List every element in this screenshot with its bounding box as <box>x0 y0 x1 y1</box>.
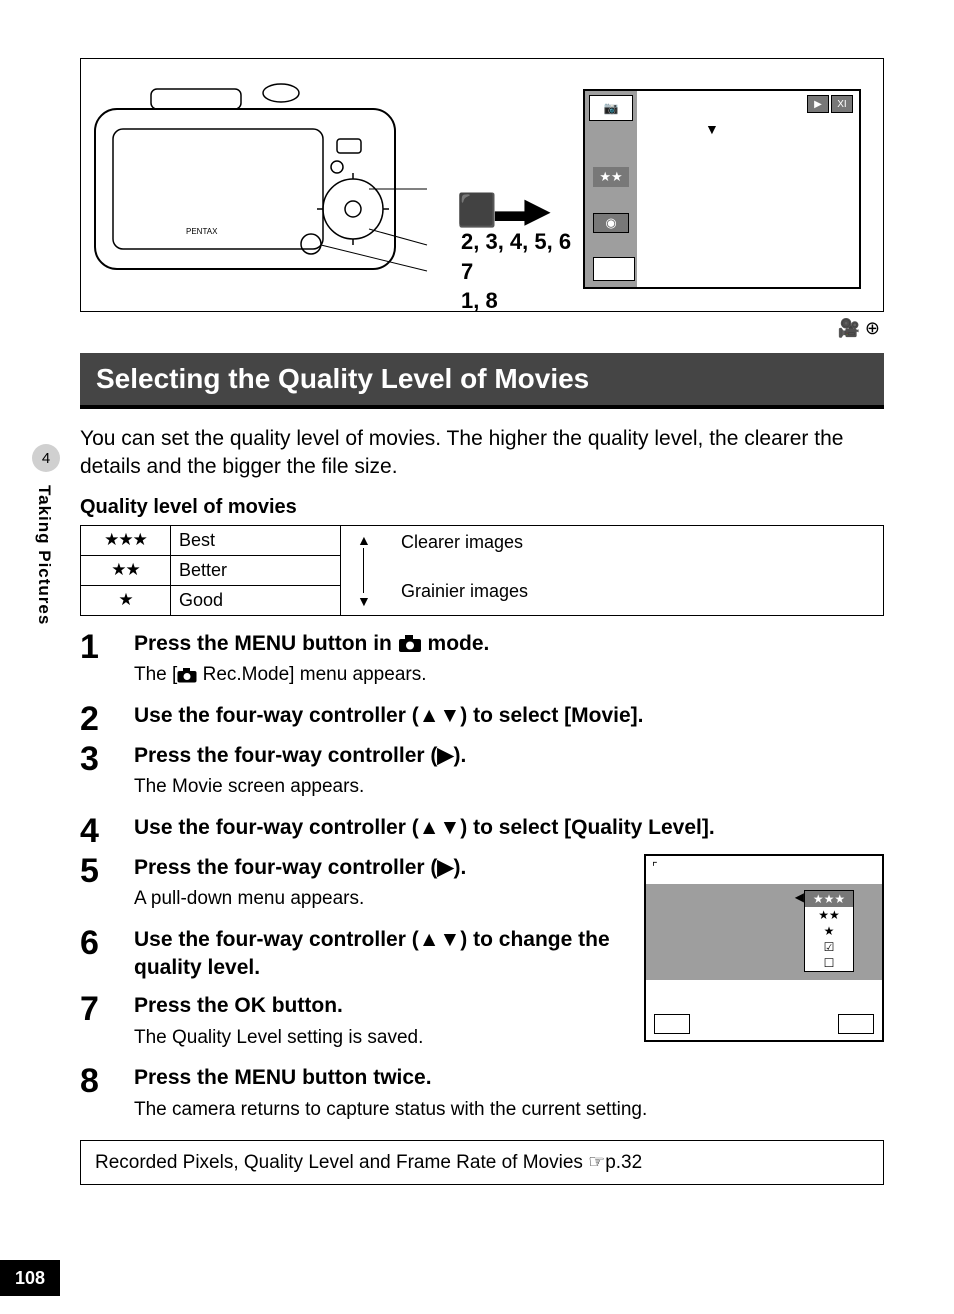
mode-icons: 🎥 ⊕ <box>80 318 884 339</box>
label-cell: Best <box>171 526 341 555</box>
left-arrow-icon: ◀ <box>795 890 804 904</box>
step-title: Press the OK button. <box>134 992 610 1020</box>
step-6: 6 Use the four-way controller (▲▼) to ch… <box>80 926 610 987</box>
step-5: 5 Press the four-way controller (▶). A p… <box>80 854 610 920</box>
dropdown-option: ☑ <box>805 939 853 955</box>
step-4: 4 Use the four-way controller (▲▼) to se… <box>80 814 884 848</box>
step-title: Press the MENU button in mode. <box>134 630 884 658</box>
step-title: Press the four-way controller (▶). <box>134 742 884 770</box>
stars-cell: ★★★ <box>81 526 171 555</box>
step-title: Press the four-way controller (▶). <box>134 854 610 882</box>
step-title: Use the four-way controller (▲▼) to sele… <box>134 702 884 730</box>
stars-cell: ★★ <box>81 556 171 585</box>
step-number: 7 <box>80 992 134 1058</box>
step-8: 8 Press the MENU button twice. The camer… <box>80 1064 884 1130</box>
step-number: 8 <box>80 1064 134 1130</box>
lcd-bottom-tab <box>593 257 635 281</box>
lcd-row-rec-icon: ◉ <box>593 213 629 233</box>
lcd-row-blank <box>593 145 629 165</box>
dropdown-option: ☐ <box>805 955 853 971</box>
step-number: 1 <box>80 630 134 696</box>
camera-icon <box>398 635 422 653</box>
table-heading: Quality level of movies <box>80 496 884 519</box>
table-row: ★★★ Best <box>81 526 341 556</box>
reference-box: Recorded Pixels, Quality Level and Frame… <box>80 1140 884 1185</box>
button-number-labels: 2, 3, 4, 5, 6 7 1, 8 <box>461 227 571 316</box>
table-row: ★★ Better <box>81 556 341 586</box>
dropdown-option: ★★★ <box>805 891 853 907</box>
quality-dropdown: ★★★ ★★ ★ ☑ ☐ <box>804 890 854 972</box>
step-title: Use the four-way controller (▲▼) to chan… <box>134 926 610 983</box>
quality-table: ★★★ Best ★★ Better ★ Good ▲▼ Clearer ima… <box>80 525 884 616</box>
vertical-arrow-icon: ▲▼ <box>357 532 371 609</box>
clearer-caption: Clearer images <box>401 532 873 553</box>
svg-text:PENTAX: PENTAX <box>186 227 218 236</box>
step-desc: A pull-down menu appears. <box>134 886 610 912</box>
step-title: Press the MENU button twice. <box>134 1064 884 1092</box>
lcd-row-stars: ★★ <box>593 167 629 187</box>
quality-table-left: ★★★ Best ★★ Better ★ Good <box>81 526 341 615</box>
btn-label-line: 7 <box>461 257 571 287</box>
dropdown-option: ★ <box>805 923 853 939</box>
quality-table-right: ▲▼ Clearer images Grainier images <box>341 526 883 615</box>
label-cell: Good <box>171 586 341 615</box>
step-1: 1 Press the MENU button in mode. The [ R… <box>80 630 884 696</box>
grainier-caption: Grainier images <box>401 581 873 602</box>
steps-with-inset: 5 Press the four-way controller (▶). A p… <box>80 854 884 1059</box>
lcd-top-right: ▶ XI <box>807 95 853 113</box>
btn-label-line: 2, 3, 4, 5, 6 <box>461 227 571 257</box>
menu-label: MENU <box>234 1066 296 1089</box>
lcd-tr-box: XI <box>831 95 853 113</box>
camera-illustration: PENTAX <box>91 79 431 299</box>
page-number: 108 <box>0 1260 60 1296</box>
lcd-down-arrow-icon: ▼ <box>705 121 719 137</box>
btn-label-line: 1, 8 <box>461 286 571 316</box>
lcd-tr-box: ▶ <box>807 95 829 113</box>
chapter-badge: 4 <box>32 444 60 472</box>
step-desc: The camera returns to capture status wit… <box>134 1097 884 1123</box>
page-content: PENTAX ⬛▬▶ 2, 3, 4, 5, 6 7 1, 8 📷 ★★ ◉ ▶… <box>80 58 884 1185</box>
inset-lcd: ⌜ ◀ ★★★ ★★ ★ ☑ ☐ <box>644 854 884 1042</box>
sidebar: 4 Taking Pictures 108 <box>0 0 60 1314</box>
step-number: 2 <box>80 702 134 736</box>
stars-cell: ★ <box>81 586 171 615</box>
lcd-tab-camera: 📷 <box>589 95 633 121</box>
step-number: 3 <box>80 742 134 808</box>
inset-bottom-box <box>838 1014 874 1034</box>
lcd-preview: 📷 ★★ ◉ ▶ XI ▼ <box>583 89 861 289</box>
arrow-right-icon: ⬛▬▶ <box>457 191 547 229</box>
inset-bottom-box <box>654 1014 690 1034</box>
step-3: 3 Press the four-way controller (▶). The… <box>80 742 884 808</box>
step-desc: The Quality Level setting is saved. <box>134 1025 610 1051</box>
table-row: ★ Good <box>81 586 341 615</box>
step-desc: The [ Rec.Mode] menu appears. <box>134 662 884 688</box>
step-number: 4 <box>80 814 134 848</box>
lcd-row-blank <box>593 191 629 211</box>
intro-text: You can set the quality level of movies.… <box>80 425 884 482</box>
step-title: Use the four-way controller (▲▼) to sele… <box>134 814 884 842</box>
section-heading: Selecting the Quality Level of Movies <box>80 353 884 409</box>
step-2: 2 Use the four-way controller (▲▼) to se… <box>80 702 884 736</box>
step-desc: The Movie screen appears. <box>134 774 884 800</box>
ok-label: OK <box>234 994 266 1017</box>
step-number: 5 <box>80 854 134 920</box>
dropdown-option: ★★ <box>805 907 853 923</box>
corner-bracket-icon: ⌜ <box>652 860 658 874</box>
label-cell: Better <box>171 556 341 585</box>
chapter-label: Taking Pictures <box>34 485 54 625</box>
step-number: 6 <box>80 926 134 987</box>
camera-icon <box>177 668 197 683</box>
step-7: 7 Press the OK button. The Quality Level… <box>80 992 610 1058</box>
diagram-box: PENTAX ⬛▬▶ 2, 3, 4, 5, 6 7 1, 8 📷 ★★ ◉ ▶… <box>80 58 884 312</box>
menu-label: MENU <box>234 632 296 655</box>
